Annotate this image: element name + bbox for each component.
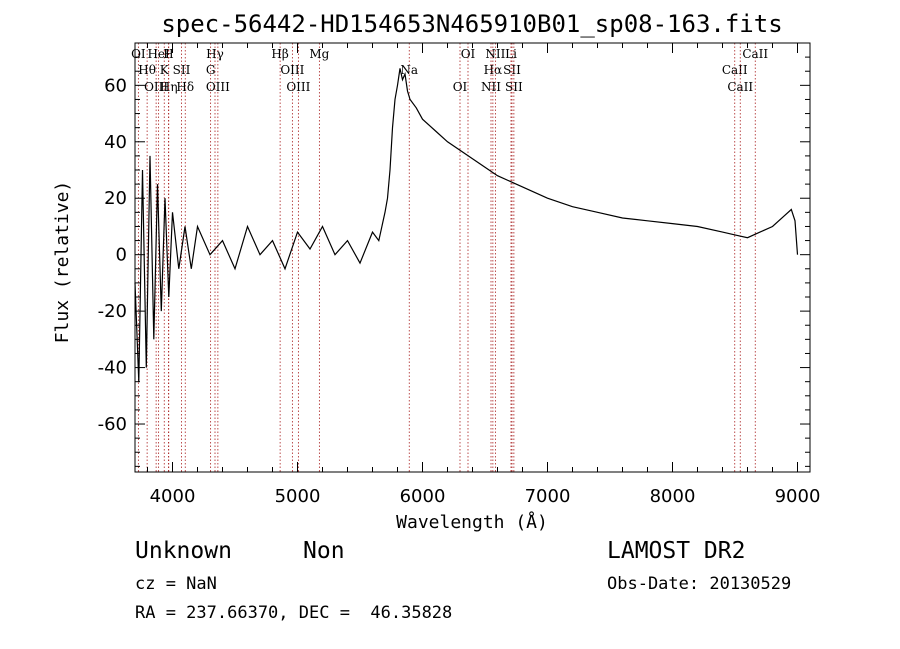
redshift-cz: cz = NaN: [135, 574, 217, 594]
line-marker-label: SII: [173, 63, 191, 77]
y-tick-label: 20: [104, 188, 127, 209]
line-marker-label: K: [160, 63, 170, 77]
x-axis-label: Wavelength (Å): [396, 511, 548, 533]
line-marker-label: Na: [400, 63, 418, 77]
line-marker-label: CaII: [727, 80, 753, 94]
line-marker-label: OI: [453, 80, 468, 94]
line-marker-label: CaII: [742, 47, 768, 61]
axes-frame: [134, 42, 811, 473]
ra-dec: RA = 237.66370, DEC = 46.35828: [135, 603, 453, 623]
line-marker-label: G: [206, 63, 216, 77]
line-marker-label: H: [163, 47, 173, 61]
line-marker-label: OI: [461, 47, 476, 61]
line-marker-label: NII: [485, 47, 505, 61]
x-tick-label: 9000: [775, 486, 821, 507]
line-marker-label: OI: [131, 47, 146, 61]
y-tick-label: -20: [98, 301, 127, 322]
x-tick-label: 5000: [275, 486, 321, 507]
chart-title: spec-56442-HD154653N465910B01_sp08-163.f…: [161, 10, 782, 38]
y-tick-label: -60: [98, 414, 127, 435]
line-marker-label: NII: [481, 80, 501, 94]
y-tick-label: 0: [116, 245, 127, 266]
line-marker-label: OIII: [144, 80, 168, 94]
x-tick-label: 6000: [400, 486, 446, 507]
spectrum-line: [134, 68, 799, 382]
line-marker-label: OIII: [280, 63, 304, 77]
obs-date: Obs-Date: 20130529: [607, 574, 792, 594]
x-tick-label: 8000: [650, 486, 696, 507]
object-class: Unknown: [135, 538, 232, 564]
line-marker-label: Hδ: [176, 80, 194, 94]
line-marker-label: Hγ: [206, 47, 224, 61]
y-tick-label: -40: [98, 358, 127, 379]
line-marker-label: Li: [505, 47, 517, 61]
line-marker-label: Hθ: [138, 63, 156, 77]
y-axis-label: Flux (relative): [52, 181, 73, 344]
object-subclass: Non: [303, 538, 345, 564]
plot-area: OIHθOIIIHeIKHηHSIIHδHγGOIIIHβOIIIOIIIMgN…: [98, 42, 821, 507]
line-marker-label: Hβ: [271, 47, 288, 61]
x-tick-label: 4000: [150, 486, 196, 507]
line-marker-label: Hα: [484, 63, 503, 77]
y-tick-label: 60: [104, 75, 127, 96]
line-marker-label: SII: [503, 63, 521, 77]
survey-name: LAMOST DR2: [607, 538, 746, 564]
line-marker-label: SII: [505, 80, 523, 94]
line-marker-label: Mg: [309, 47, 329, 61]
line-marker-label: Hη: [160, 80, 178, 94]
line-marker-label: OIII: [206, 80, 230, 94]
line-marker-label: CaII: [722, 63, 748, 77]
line-marker-label: OIII: [286, 80, 310, 94]
y-tick-label: 40: [104, 132, 127, 153]
x-tick-label: 7000: [525, 486, 571, 507]
